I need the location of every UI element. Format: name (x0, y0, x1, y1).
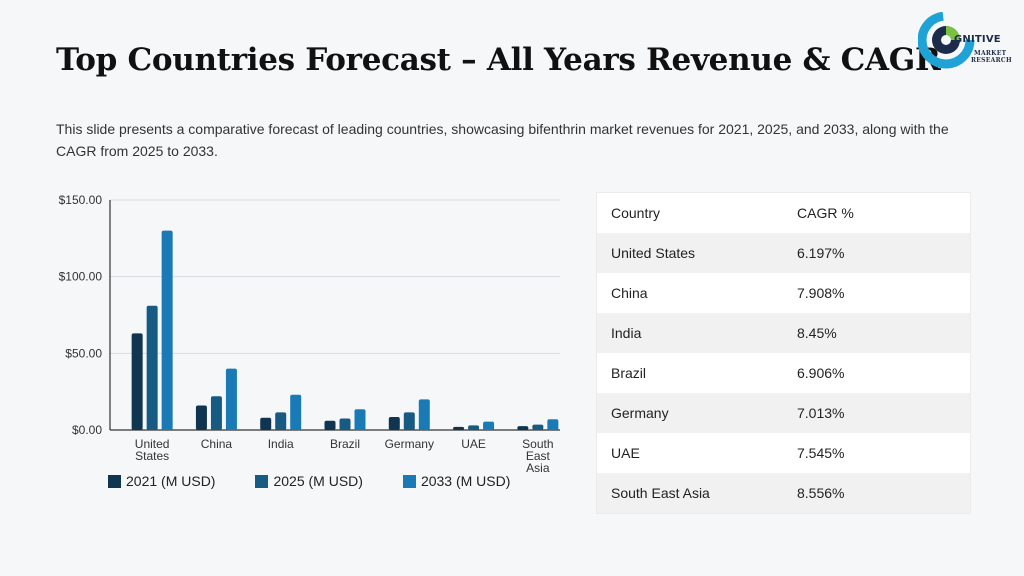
row-country: UAE (611, 445, 640, 461)
logo-word: GNITIVE (954, 34, 1001, 45)
bar-3 (354, 409, 366, 430)
bar-1 (260, 417, 272, 430)
legend-item: 2025 (M USD) (255, 473, 363, 489)
legend-label: 2033 (M USD) (420, 473, 511, 489)
legend-label: 2025 (M USD) (273, 473, 363, 489)
table-row: India 8.45% (597, 313, 970, 353)
y-tick-label: $100.00 (59, 270, 103, 284)
row-country: United States (611, 245, 696, 261)
bar-2 (339, 418, 351, 430)
legend-swatch (108, 474, 121, 488)
legend-swatch (255, 474, 269, 488)
x-tick-label: Brazil (330, 437, 360, 451)
table-row: South East Asia 8.556% (597, 473, 970, 513)
y-tick-label: $150.00 (59, 193, 103, 207)
x-tick-label: China (201, 437, 233, 451)
bar-1 (324, 420, 336, 430)
bar-2 (532, 424, 544, 430)
logo-mark-icon (917, 11, 975, 69)
row-country: Germany (611, 405, 669, 421)
page-title: Top Countries Forecast – All Years Reven… (56, 42, 941, 78)
row-cagr: 6.906% (797, 365, 845, 381)
x-tick-label: United (135, 437, 170, 451)
company-logo: GNITIVE MARKET RESEARCH (917, 11, 1018, 72)
bar-2 (275, 412, 287, 430)
legend-label: 2021 (M USD) (126, 473, 216, 489)
table-row: UAE 7.545% (597, 433, 970, 473)
bar-1 (388, 416, 400, 430)
bar-1 (517, 426, 529, 430)
legend-item: 2021 (M USD) (108, 473, 215, 489)
cagr-table: Country CAGR % United States 6.197% Chin… (596, 192, 971, 514)
bar-1 (195, 405, 207, 430)
row-cagr: 8.45% (797, 325, 837, 341)
row-country: India (611, 325, 642, 341)
row-country: South East Asia (611, 485, 710, 501)
bar-3 (161, 230, 173, 430)
table-header-row: Country CAGR % (597, 193, 970, 233)
row-cagr: 7.545% (797, 445, 845, 461)
bar-1 (131, 333, 143, 430)
row-country: China (611, 285, 648, 301)
logo-line-research: RESEARCH (971, 57, 1012, 64)
row-country: Brazil (611, 365, 647, 381)
y-tick-label: $50.00 (65, 346, 102, 360)
page-subtitle: This slide presents a comparative foreca… (56, 121, 949, 159)
row-cagr: 8.556% (797, 485, 845, 501)
x-tick-label: Germany (385, 437, 434, 451)
bar-2 (210, 396, 222, 430)
row-cagr: 7.013% (797, 405, 845, 421)
legend-item: 2033 (M USD) (402, 473, 511, 489)
table-row: United States 6.197% (597, 233, 970, 273)
table-row: Brazil 6.906% (597, 353, 970, 393)
bar-1 (453, 426, 465, 430)
bar-2 (146, 305, 158, 430)
x-tick-label: South (522, 437, 553, 451)
bar-2 (403, 412, 415, 430)
legend-swatch (402, 474, 416, 488)
row-cagr: 7.908% (797, 285, 845, 301)
bar-3 (225, 368, 237, 430)
x-tick-label: East (526, 449, 551, 463)
bar-2 (468, 425, 480, 430)
chart-legend: 2021 (M USD) 2025 (M USD) 2033 (M USD) (108, 473, 550, 489)
logo-line-market: MARKET (974, 50, 1007, 57)
x-tick-label: States (135, 449, 169, 463)
y-tick-label: $0.00 (72, 423, 102, 437)
table-row: China 7.908% (597, 273, 970, 313)
bar-3 (418, 399, 430, 430)
bar-3 (483, 421, 495, 430)
header-country: Country (611, 205, 661, 221)
bar-3 (547, 419, 559, 430)
revenue-bar-chart: $0.00 $50.00 $100.00 $150.00 United States Chi… (40, 185, 580, 495)
bar-3 (290, 394, 302, 430)
x-tick-label: India (268, 437, 294, 451)
table-row: Germany 7.013% (597, 393, 970, 433)
x-tick-label: UAE (461, 437, 486, 451)
header-cagr: CAGR % (797, 205, 854, 221)
row-cagr: 6.197% (797, 245, 845, 261)
x-tick-label: Asia (526, 461, 550, 475)
